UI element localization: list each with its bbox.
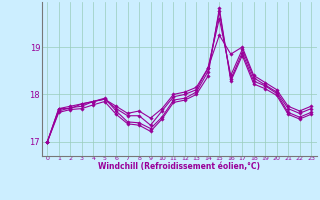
X-axis label: Windchill (Refroidissement éolien,°C): Windchill (Refroidissement éolien,°C): [98, 162, 260, 171]
